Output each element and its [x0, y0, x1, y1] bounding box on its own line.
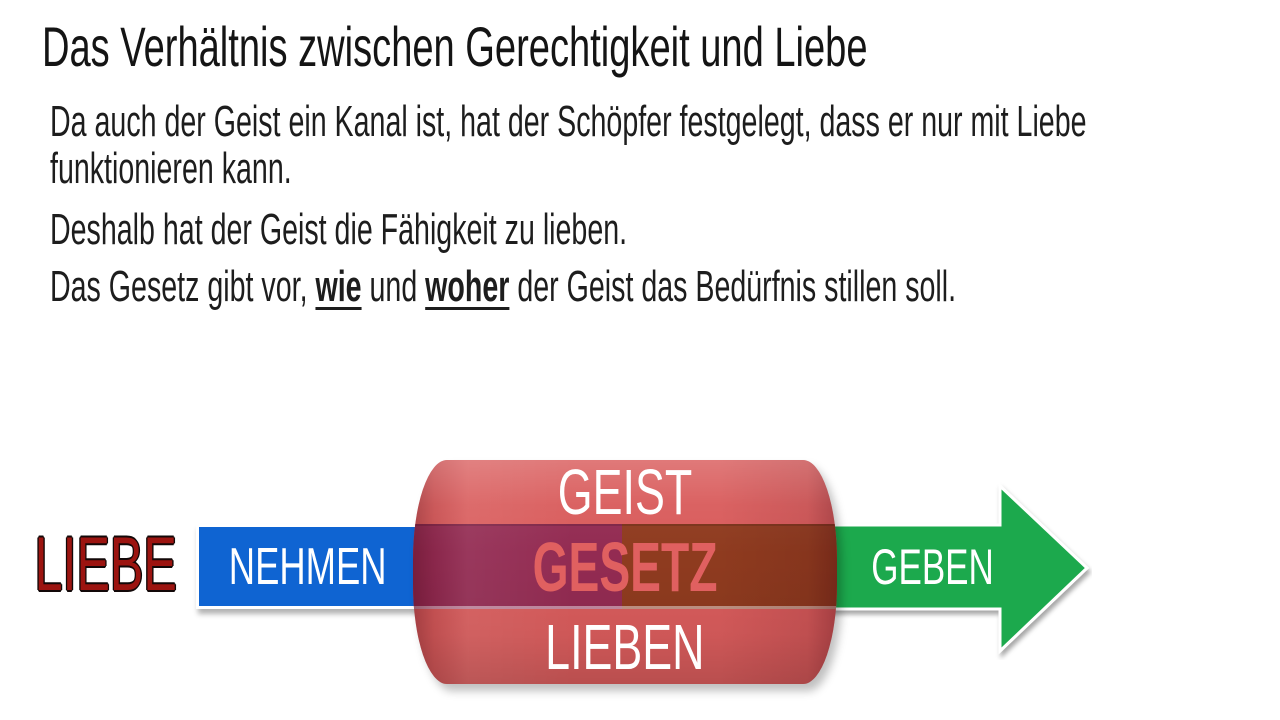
band-left-blue-overlap: [413, 524, 622, 609]
band-right-green-overlap: [622, 524, 837, 609]
nehmen-label: NEHMEN: [229, 537, 387, 596]
body-paragraph-3: Das Gesetz gibt vor, wie und woher der G…: [50, 263, 1280, 310]
band-top-divider: [413, 524, 837, 526]
lieben-label: LIEBEN: [545, 610, 705, 683]
p3-emphasis-woher: woher: [425, 262, 510, 311]
slide-title-text: Das Verhältnis zwischen Gerechtigkeit un…: [42, 15, 868, 78]
gesetz-label: GESETZ: [532, 527, 718, 606]
geist-label: GEIST: [557, 460, 693, 528]
slide-title: Das Verhältnis zwischen Gerechtigkeit un…: [42, 15, 1256, 79]
geist-cylinder: GEIST GESETZ LIEBEN: [413, 460, 837, 684]
p3-post: der Geist das Bedürfnis stillen soll.: [509, 262, 957, 311]
body-paragraph-1-line-1: Da auch der Geist ein Kanal ist, hat der…: [50, 97, 1087, 146]
liebe-label: LIEBE: [34, 521, 178, 607]
p3-mid: und: [361, 262, 426, 311]
band-bottom-divider: [413, 606, 837, 609]
body-paragraph-1-line-2: funktionieren kann.: [50, 144, 292, 193]
p3-pre: Das Gesetz gibt vor,: [50, 262, 316, 311]
p3-emphasis-wie: wie: [315, 262, 362, 311]
geben-label: GEBEN: [871, 538, 995, 595]
body-paragraph-2: Deshalb hat der Geist die Fähigkeit zu l…: [50, 205, 628, 254]
body-text-block: Da auch der Geist ein Kanal ist, hat der…: [50, 98, 1280, 310]
gesetz-band: [413, 524, 837, 609]
